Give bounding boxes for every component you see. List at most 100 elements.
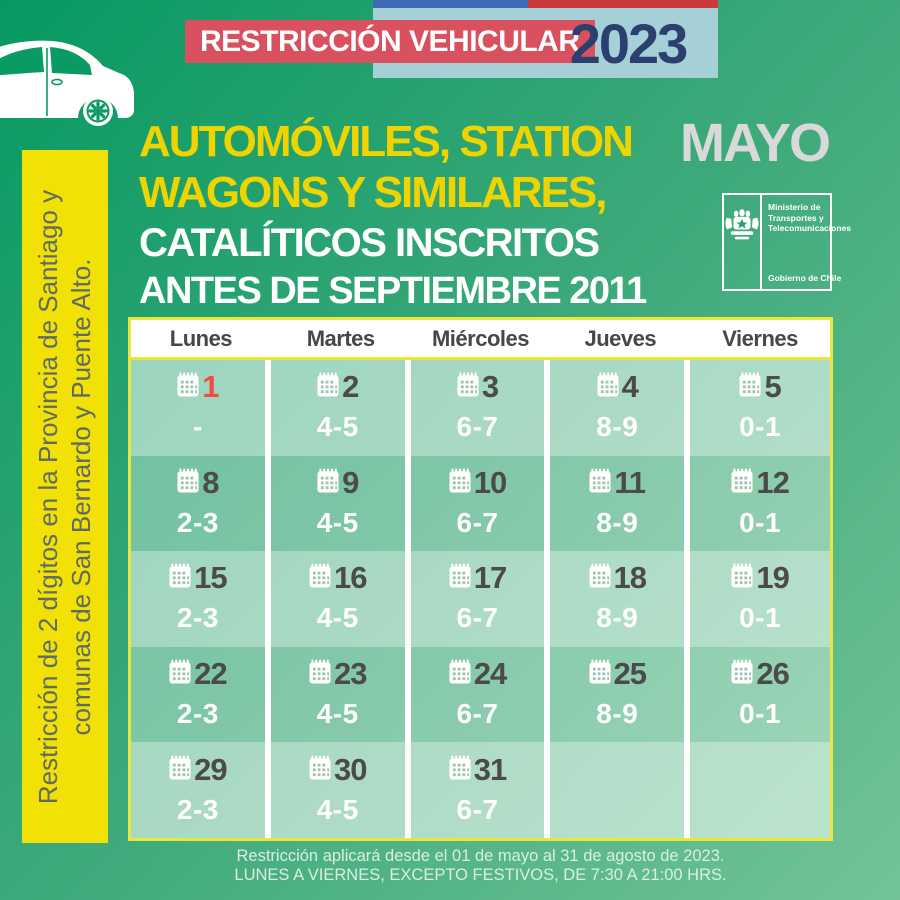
calendar-icon [731,468,753,498]
title-line-1: AUTOMÓVILES, STATION [139,117,634,166]
day-number: 2 [342,369,359,405]
day-line: 15 [169,560,228,595]
calendar-icon [177,468,199,498]
calendar-icon [597,372,619,402]
calendar-icon [309,755,331,785]
calendar-day-cell: 29 2-3 [131,742,271,838]
restriction-digits: 4-5 [316,698,359,730]
day-line: 10 [449,464,507,500]
day-number: 9 [342,464,359,500]
day-number: 18 [613,560,647,596]
restriction-digits: 0-1 [739,411,782,443]
calendar-icon [449,563,471,593]
car-icon [0,40,134,126]
calendar-day-cell: 16 4-5 [270,551,411,647]
calendar-day-cell: 22 2-3 [131,646,271,743]
calendar-day-cell: 15 2-3 [131,551,271,647]
calendar-header-row: Lunes Martes Miércoles Jueves Viernes [131,320,830,360]
calendar-day-cell: 11 8-9 [550,455,691,552]
restriction-digits: 6-7 [456,506,499,538]
calendar-day-cell: 18 8-9 [550,551,691,647]
day-number: 3 [481,369,499,405]
day-number: 10 [473,464,507,500]
day-line: 24 [449,656,507,692]
footer-line-1: Restricción aplicará desde el 01 de mayo… [236,847,725,865]
title-line-3: CATALÍTICOS INSCRITOS [139,221,600,265]
restriction-digits: 0-1 [739,698,782,730]
calendar-icon [449,659,471,689]
restriction-digits: 6-7 [456,793,499,825]
title-line-4: ANTES DE SEPTIEMBRE 2011 [139,270,647,312]
calendar-day-cell: 25 8-9 [550,646,691,743]
calendar-day-cell [690,742,830,838]
day-line: 25 [589,656,647,691]
calendar-icon [449,755,471,785]
calendar-day-cell: 17 6-7 [410,551,551,647]
calendar-week-row: 29 2-3 30 [131,742,830,838]
flag-stripe-red [528,0,718,9]
page-title: AUTOMÓVILES, STATION WAGONS Y SIMILARES,… [139,116,704,315]
day-number: 26 [756,656,789,692]
day-header-viernes: Viernes [722,325,798,351]
calendar-week-row: 15 2-3 16 [131,551,830,647]
government-logo: Ministerio de Transportes y Telecomunica… [722,193,851,291]
day-line: 2 [317,369,359,405]
calendar-day-cell: 31 6-7 [410,742,551,838]
flag-stripe-blue [373,0,528,9]
calendar-icon [317,372,339,402]
day-number: 4 [621,369,639,405]
day-number: 1 [202,369,219,405]
calendar-icon [457,372,479,402]
day-number: 23 [333,656,367,692]
calendar-week-row: 1 - 2 4-5 [131,360,830,456]
day-line: 11 [589,464,646,500]
day-line: 26 [731,656,790,692]
calendar-icon [169,659,191,689]
restriction-digits: 8-9 [596,698,639,730]
calendar-icon [309,563,331,593]
day-number: 24 [473,656,507,692]
day-line: 18 [589,560,647,596]
day-line: 16 [309,560,367,595]
day-line: 30 [309,752,367,787]
restriction-digits: 2-3 [176,602,219,634]
day-line: 23 [309,656,367,692]
day-line: 5 [739,369,782,404]
banner-title: RESTRICCIÓN VEHICULAR [185,20,595,63]
footer-line-2: LUNES A VIERNES, EXCEPTO FESTIVOS, DE 7:… [234,866,727,884]
day-line: 8 [177,465,220,500]
restriction-digits: 4-5 [316,411,359,443]
calendar-day-cell: 12 0-1 [690,455,830,552]
calendar-day-cell: 4 8-9 [550,360,691,456]
calendar-day-cell: 24 6-7 [410,646,551,743]
day-line: 9 [317,464,359,500]
restriction-digits: 8-9 [596,602,639,634]
day-header-miercoles: Miércoles [431,325,529,351]
year-label: 2023 [569,11,689,75]
calendar-day-cell: 5 0-1 [690,360,830,456]
restriction-digits: 2-3 [176,698,219,730]
restriction-digits: 4-5 [316,506,359,538]
calendar-icon [739,372,761,402]
government-logo-text: Ministerio de Transportes y Telecomunica… [762,195,855,289]
month-label: MAYO [680,113,831,173]
day-number: 11 [614,464,646,500]
day-header-martes: Martes [306,325,375,351]
calendar-icon [317,468,339,498]
sidebar-note-text: Restricción de 2 dígitos en la Provincia… [33,189,96,804]
calendar-week-row: 8 2-3 9 4 [131,455,830,552]
calendar-day-cell: 19 0-1 [690,551,830,647]
day-line: 22 [169,656,228,691]
restriction-digits: 0-1 [739,602,782,634]
calendar-day-cell: 30 4-5 [270,742,411,838]
calendar-icon [169,563,191,593]
restriction-digits: 0-1 [739,506,782,538]
coat-of-arms-icon [724,195,762,289]
day-header-jueves: Jueves [584,325,657,351]
calendar-icon [731,563,753,593]
restriction-digits: 8-9 [596,506,639,538]
day-number: 12 [756,464,789,500]
calendar-icon [589,468,611,498]
day-number: 19 [756,560,789,596]
government-label: Gobierno de Chile [768,273,842,283]
